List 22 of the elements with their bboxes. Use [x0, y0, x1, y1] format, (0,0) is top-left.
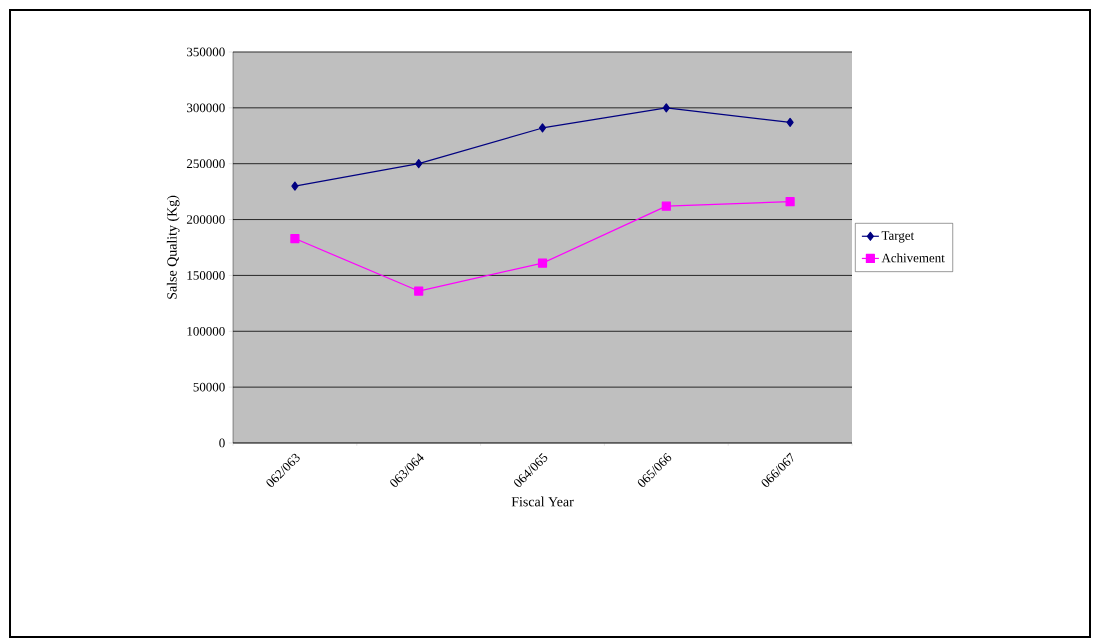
point [291, 181, 299, 191]
y-tick-label: 0 [219, 438, 225, 448]
y-tick-label: 250000 [186, 159, 225, 169]
y-tick-label: 100000 [187, 326, 225, 336]
legend-label: Target [881, 231, 915, 243]
legend-label: Achivement [881, 253, 945, 263]
x-axis-title: Fiscal Year [511, 496, 574, 507]
point [538, 123, 547, 133]
y-tick-label: 150000 [187, 271, 225, 280]
y-tick-label: 300000 [187, 103, 225, 113]
point [661, 201, 671, 211]
point [537, 258, 548, 268]
point [662, 103, 670, 113]
y-tick-label: 50000 [193, 382, 225, 392]
point [786, 117, 794, 127]
y-tick-label: 200000 [186, 215, 225, 224]
y-axis-title: Salse Quality (Kg) [166, 195, 180, 299]
point [414, 286, 424, 296]
point [785, 197, 795, 207]
point [415, 159, 423, 169]
y-tick-label: 350000 [187, 47, 225, 57]
point [290, 233, 300, 244]
